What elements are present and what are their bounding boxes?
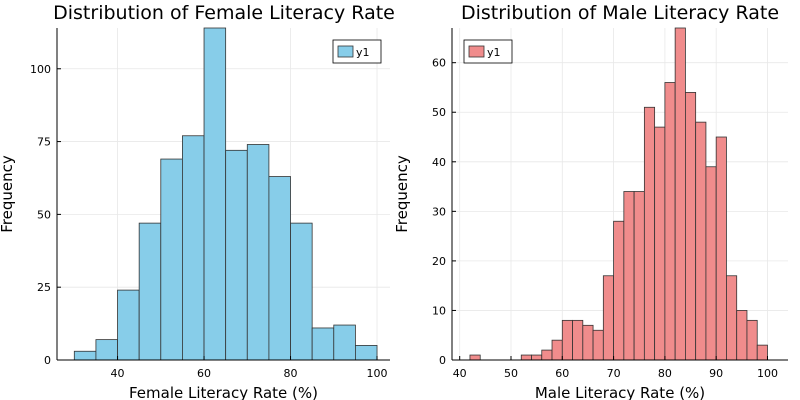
histogram-bar [695, 121, 707, 361]
x-axis-label: Female Literacy Rate (%) [129, 384, 318, 400]
y-tick-label: 60 [432, 57, 446, 70]
legend: y1 [332, 39, 382, 64]
y-axis-label: Frequency [0, 155, 16, 233]
histogram-bar [623, 191, 635, 361]
x-tick-label: 40 [453, 367, 467, 380]
histogram-bar [756, 344, 768, 361]
histogram-bar [633, 191, 645, 361]
male-literacy-histogram: 40 50 60 70 80 90 100 0 10 20 30 40 50 60 Distribution… [393, 2, 788, 400]
histogram-bar [674, 27, 686, 361]
histogram-bar [290, 222, 313, 361]
histogram-bar [95, 339, 118, 361]
histogram-bar [531, 354, 543, 361]
chart-title: Distribution of Male Literacy Rate [461, 2, 779, 24]
chart-title: Distribution of Female Literacy Rate [53, 2, 395, 24]
y-tick-label: 0 [439, 354, 446, 367]
x-axis-label: Male Literacy Rate (%) [535, 384, 705, 400]
histogram-bar [602, 275, 614, 361]
legend-swatch [468, 45, 485, 58]
histogram-bar [469, 354, 481, 361]
y-tick-label: 25 [37, 281, 51, 294]
histogram-bar [736, 310, 748, 361]
histogram-bar [355, 345, 378, 361]
y-axis-label: Frequency [393, 155, 411, 233]
x-tick-label: 80 [658, 367, 672, 380]
legend-label: y1 [356, 46, 370, 59]
x-tick-label: 90 [709, 367, 723, 380]
histogram-bar [520, 354, 532, 361]
histogram-bar [551, 339, 563, 361]
x-tick-label: 100 [757, 367, 778, 380]
y-tick-label: 50 [37, 208, 51, 221]
histogram-bar [73, 350, 97, 361]
y-tick-label: 75 [37, 136, 51, 149]
y-tick-label: 50 [432, 106, 446, 119]
female-literacy-histogram: 40 60 80 100 0 25 50 75 100 Distribution of Femal… [0, 2, 395, 400]
histogram-bar [333, 324, 356, 361]
y-tick-label: 10 [432, 304, 446, 317]
histogram-bar [705, 166, 717, 361]
histogram-bar [572, 319, 584, 361]
histogram-bar [592, 329, 604, 361]
histogram-bar [160, 158, 183, 361]
histogram-bar [246, 144, 270, 361]
legend-swatch [337, 45, 354, 58]
x-tick-label: 70 [607, 367, 621, 380]
histogram-bar [138, 222, 162, 361]
y-tick-label: 20 [432, 255, 446, 268]
histogram-bar [685, 92, 697, 361]
legend-label: y1 [487, 46, 501, 59]
histogram-bar [117, 289, 140, 361]
histogram-bar [715, 136, 727, 361]
histogram-bar [582, 324, 594, 361]
histogram-bar [203, 27, 227, 361]
histogram-bar [182, 135, 205, 361]
histogram-bar [613, 220, 625, 361]
histogram-bar [268, 176, 291, 361]
histogram-bar [541, 349, 553, 361]
x-tick-label: 50 [504, 367, 518, 380]
histogram-bar [561, 319, 573, 361]
histogram-bar [654, 126, 666, 361]
legend: y1 [463, 39, 513, 64]
histogram-bar [225, 149, 248, 361]
y-tick-label: 40 [432, 156, 446, 169]
x-tick-label: 100 [367, 367, 388, 380]
x-tick-label: 80 [284, 367, 298, 380]
histogram-bar [643, 106, 656, 361]
y-tick-label: 30 [432, 205, 446, 218]
histogram-bar [746, 319, 758, 361]
histogram-bar [664, 82, 676, 361]
histogram-bar [726, 275, 738, 361]
y-tick-label: 100 [30, 63, 51, 76]
x-tick-label: 40 [111, 367, 125, 380]
bars [73, 27, 378, 361]
y-tick-label: 0 [44, 354, 51, 367]
histogram-bar [311, 327, 335, 361]
x-tick-label: 60 [555, 367, 569, 380]
x-tick-label: 60 [197, 367, 211, 380]
